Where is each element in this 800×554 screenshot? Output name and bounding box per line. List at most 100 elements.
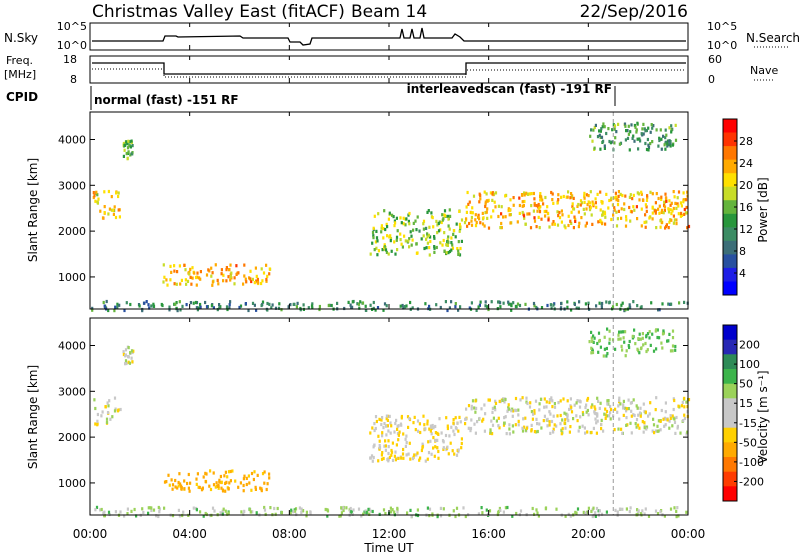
colorbar-swatch bbox=[723, 200, 737, 215]
nave-tick-bottom: 0 bbox=[708, 73, 715, 86]
colorbar-swatch bbox=[723, 213, 737, 228]
colorbar-swatch bbox=[723, 427, 737, 443]
colorbar-tick-label: 28 bbox=[739, 135, 753, 148]
colorbar-swatch bbox=[723, 119, 737, 133]
nave-label: Nave bbox=[750, 64, 778, 77]
freq-tick-bottom: 8 bbox=[70, 73, 77, 86]
chart-title: Christmas Valley East (fitACF) bbox=[92, 2, 345, 22]
echo-region-evening-2500km-band bbox=[463, 190, 691, 230]
xtick-label: 00:00 bbox=[73, 527, 108, 541]
colorbar-swatch bbox=[723, 413, 737, 429]
xtick-label: 04:00 bbox=[172, 527, 207, 541]
colorbar-swatch bbox=[723, 354, 737, 370]
velocity-ylabel: Slant Range [km] bbox=[26, 365, 40, 469]
time-axis-label: Time UT bbox=[363, 541, 414, 554]
colorbar-swatch bbox=[723, 267, 737, 282]
noise-right-tick-top: 10^5 bbox=[707, 20, 737, 33]
noise-search-label: N.Search bbox=[746, 31, 800, 45]
colorbar-swatch bbox=[723, 254, 737, 269]
colorbar-swatch bbox=[723, 240, 737, 255]
colorbar-tick-label: 100 bbox=[739, 358, 760, 371]
ytick-label: 2000 bbox=[58, 431, 86, 444]
power-panel: Slant Range [km] 1000 2000 3000 4000 28 24 20… bbox=[26, 111, 770, 313]
colorbar-swatch bbox=[723, 132, 737, 147]
noise-sky-trace bbox=[92, 27, 686, 46]
colorbar-tick-label: 24 bbox=[739, 157, 753, 170]
colorbar-swatch bbox=[723, 325, 737, 341]
colorbar-tick-label: -50 bbox=[739, 436, 757, 449]
colorbar-tick-label: -15 bbox=[739, 417, 757, 430]
colorbar-tick-label: 4 bbox=[739, 267, 746, 280]
ytick-label: 1000 bbox=[58, 477, 86, 490]
echo-region-midnight-3800km-echoes bbox=[122, 139, 134, 161]
colorbar-swatch bbox=[723, 398, 737, 414]
noise-left-tick-top: 10^5 bbox=[57, 20, 87, 33]
noise-right-tick-bottom: 10^0 bbox=[707, 39, 737, 52]
date-label: 22/Sep/2016 bbox=[580, 2, 688, 22]
power-ylabel: Slant Range [km] bbox=[26, 158, 40, 262]
beam-label: Beam 14 bbox=[351, 2, 427, 22]
ytick-label: 3000 bbox=[58, 179, 86, 192]
velocity-colorbar-label: Velocity [m s⁻¹] bbox=[756, 370, 770, 463]
ytick-label: 1000 bbox=[58, 271, 86, 284]
colorbar-swatch bbox=[723, 227, 737, 242]
freq-trace bbox=[92, 62, 686, 75]
colorbar-swatch bbox=[723, 486, 737, 502]
cpid-label: CPID bbox=[6, 90, 38, 104]
colorbar-tick-label: 200 bbox=[739, 339, 760, 352]
noise-panel: N.Sky 10^5 10^0 10^5 10^0 N.Search bbox=[4, 20, 800, 52]
echo-region-midnight-3800km-echoes bbox=[122, 345, 135, 366]
echo-region-afternoon-2000km-echoes bbox=[369, 208, 464, 257]
time-axis: 00:00 04:00 08:00 12:00 16:00 20:00 00:00 bbox=[73, 23, 706, 541]
colorbar-swatch bbox=[723, 369, 737, 385]
velocity-echo-layer bbox=[93, 318, 691, 519]
xtick-label: 08:00 bbox=[272, 527, 307, 541]
echo-region-slant-range-1000km-band bbox=[162, 263, 272, 287]
colorbar-tick-label: 20 bbox=[739, 179, 753, 192]
power-colorbar: 28 24 20 16 12 8 4 bbox=[722, 118, 753, 296]
echo-region-late-4000km-echoes bbox=[588, 327, 677, 358]
freq-label-line1: Freq. bbox=[6, 54, 33, 67]
colorbar-swatch bbox=[723, 383, 737, 399]
ytick-label: 2000 bbox=[58, 225, 86, 238]
xtick-label: 12:00 bbox=[372, 527, 407, 541]
ytick-label: 4000 bbox=[58, 339, 86, 352]
colorbar-swatch bbox=[723, 159, 737, 174]
freq-panel: Freq. [MHz] 18 8 60 0 Nave bbox=[4, 53, 778, 86]
colorbar-tick-label: 16 bbox=[739, 201, 753, 214]
colorbar-tick-label: -100 bbox=[739, 456, 764, 469]
velocity-colorbar: 200 100 50 15 -15 -50 -100 -200 bbox=[722, 324, 764, 502]
freq-label-line2: [MHz] bbox=[4, 68, 36, 81]
cpid-segment-interleaved: interleavedscan (fast) -191 RF bbox=[407, 82, 612, 96]
colorbar-swatch bbox=[723, 457, 737, 473]
colorbar-swatch bbox=[723, 281, 737, 296]
colorbar-tick-label: 15 bbox=[739, 397, 753, 410]
colorbar-swatch bbox=[723, 146, 737, 161]
echo-region-slant-range-1000km-band bbox=[163, 469, 271, 493]
nave-trace bbox=[92, 68, 686, 78]
velocity-panel: Slant Range [km] 1000 2000 3000 4000 200 100… bbox=[26, 317, 770, 519]
noise-left-tick-bottom: 10^0 bbox=[57, 39, 87, 52]
echo-region-early-2700km-echoes bbox=[92, 189, 121, 220]
xtick-label: 00:00 bbox=[671, 527, 706, 541]
xtick-label: 20:00 bbox=[571, 527, 606, 541]
freq-tick-top: 18 bbox=[63, 53, 77, 66]
colorbar-tick-label: 12 bbox=[739, 223, 753, 236]
ytick-label: 4000 bbox=[58, 133, 86, 146]
colorbar-swatch bbox=[723, 186, 737, 201]
colorbar-tick-label: 50 bbox=[739, 378, 753, 391]
power-echo-layer bbox=[91, 112, 691, 313]
nave-tick-top: 60 bbox=[708, 53, 722, 66]
colorbar-swatch bbox=[723, 442, 737, 458]
noise-sky-label: N.Sky bbox=[4, 31, 38, 45]
ytick-label: 3000 bbox=[58, 385, 86, 398]
colorbar-tick-label: -200 bbox=[739, 475, 764, 488]
colorbar-swatch bbox=[723, 339, 737, 355]
colorbar-swatch bbox=[723, 173, 737, 188]
power-colorbar-label: Power [dB] bbox=[756, 177, 770, 242]
echo-region-late-4000km-echoes bbox=[589, 121, 678, 152]
colorbar-swatch bbox=[723, 471, 737, 487]
echo-region-afternoon-2000km-echoes bbox=[369, 414, 463, 463]
echo-region-evening-2500km-band bbox=[464, 396, 691, 436]
